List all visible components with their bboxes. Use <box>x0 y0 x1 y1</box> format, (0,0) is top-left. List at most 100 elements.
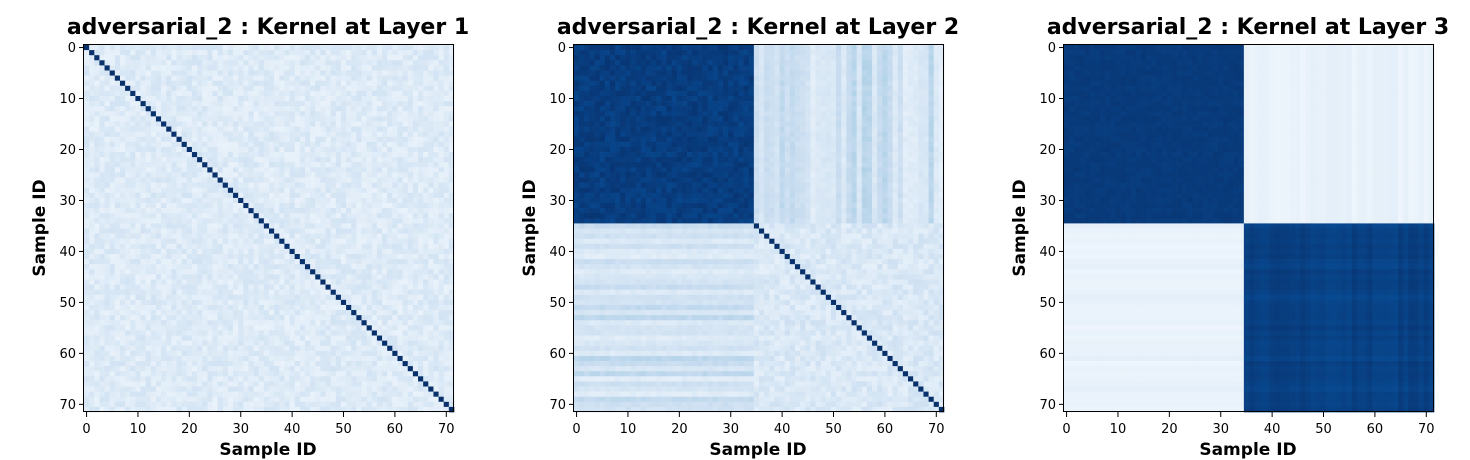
heatmap-cell <box>310 356 315 361</box>
heatmap-cell <box>182 86 187 91</box>
heatmap-cell <box>89 310 94 315</box>
heatmap-cell <box>197 336 202 341</box>
heatmap-cell <box>110 142 115 147</box>
heatmap-cell <box>202 239 207 244</box>
heatmap-cell <box>243 341 248 346</box>
heatmap-cell <box>408 351 413 356</box>
heatmap-cell <box>207 259 212 264</box>
heatmap-cell <box>248 259 253 264</box>
heatmap-cell <box>228 111 233 116</box>
heatmap-cell <box>110 106 115 111</box>
heatmap-cell <box>392 86 397 91</box>
heatmap-cell <box>372 361 377 366</box>
heatmap-cell <box>295 371 300 376</box>
heatmap-cell <box>433 341 438 346</box>
heatmap-cell <box>295 346 300 351</box>
heatmap-cell <box>151 208 156 213</box>
heatmap-cell <box>187 397 192 402</box>
heatmap-cell <box>264 259 269 264</box>
heatmap-cell <box>110 111 115 116</box>
heatmap-cell <box>248 147 253 152</box>
heatmap-cell <box>202 366 207 371</box>
heatmap-cell <box>300 188 305 193</box>
heatmap-cell <box>171 137 176 142</box>
heatmap-cell <box>403 172 408 177</box>
heatmap-cell <box>120 76 125 81</box>
heatmap-cell <box>115 392 120 397</box>
heatmap-cell <box>279 346 284 351</box>
heatmap-cell <box>238 315 243 320</box>
heatmap-cell <box>218 259 223 264</box>
heatmap-cell <box>99 116 104 121</box>
heatmap-cell <box>212 336 217 341</box>
heatmap-cell <box>238 223 243 228</box>
heatmap-cell <box>202 116 207 121</box>
heatmap-cell <box>326 142 331 147</box>
heatmap-cell <box>135 127 140 132</box>
heatmap-cell <box>141 229 146 234</box>
heatmap-cell <box>228 121 233 126</box>
heatmap-cell <box>341 193 346 198</box>
heatmap-cell <box>290 111 295 116</box>
heatmap-cell <box>439 86 444 91</box>
heatmap-cell <box>351 320 356 325</box>
heatmap-cell <box>444 330 449 335</box>
heatmap-cell <box>233 132 238 137</box>
heatmap-cell <box>248 295 253 300</box>
heatmap-cell <box>423 45 428 50</box>
heatmap-cell <box>284 249 289 254</box>
heatmap-cell <box>274 392 279 397</box>
heatmap-cell <box>367 239 372 244</box>
heatmap-cell <box>243 376 248 381</box>
heatmap-cell <box>403 290 408 295</box>
heatmap-cell <box>197 259 202 264</box>
heatmap-cell <box>125 320 130 325</box>
heatmap-cell <box>413 178 418 183</box>
heatmap-cell <box>161 351 166 356</box>
heatmap-cell <box>290 305 295 310</box>
heatmap-cell <box>171 397 176 402</box>
heatmap-cell <box>315 55 320 60</box>
heatmap-cell <box>279 285 284 290</box>
heatmap-cell <box>161 346 166 351</box>
heatmap-cell <box>161 203 166 208</box>
heatmap-cell <box>115 239 120 244</box>
heatmap-cell <box>228 45 233 50</box>
heatmap-cell <box>130 366 135 371</box>
heatmap-cell <box>115 172 120 177</box>
heatmap-cell <box>238 274 243 279</box>
heatmap-cell <box>238 111 243 116</box>
heatmap-cell <box>428 91 433 96</box>
heatmap-cell <box>310 86 315 91</box>
heatmap-cell <box>156 371 161 376</box>
heatmap-cell <box>315 356 320 361</box>
heatmap-cell <box>290 172 295 177</box>
heatmap-cell <box>387 366 392 371</box>
heatmap-cell <box>161 259 166 264</box>
heatmap-cell <box>151 86 156 91</box>
heatmap-cell <box>130 341 135 346</box>
heatmap-cell <box>259 366 264 371</box>
heatmap-cell <box>166 387 171 392</box>
heatmap-cell <box>326 65 331 70</box>
heatmap-cell <box>187 392 192 397</box>
heatmap-cell <box>202 223 207 228</box>
heatmap-cell <box>218 142 223 147</box>
heatmap-cell <box>403 203 408 208</box>
heatmap-cell <box>84 300 89 305</box>
heatmap-cell <box>259 188 264 193</box>
heatmap-cell <box>115 274 120 279</box>
heatmap-cell <box>428 81 433 86</box>
heatmap-cell <box>300 269 305 274</box>
heatmap-cell <box>392 249 397 254</box>
heatmap-cell <box>99 336 104 341</box>
heatmap-cell <box>223 91 228 96</box>
heatmap-cell <box>387 101 392 106</box>
heatmap-cell <box>177 295 182 300</box>
heatmap-cell <box>130 137 135 142</box>
heatmap-cell <box>346 285 351 290</box>
heatmap-cell <box>105 147 110 152</box>
heatmap-cell <box>120 305 125 310</box>
heatmap-cell <box>356 279 361 284</box>
heatmap-cell <box>428 346 433 351</box>
